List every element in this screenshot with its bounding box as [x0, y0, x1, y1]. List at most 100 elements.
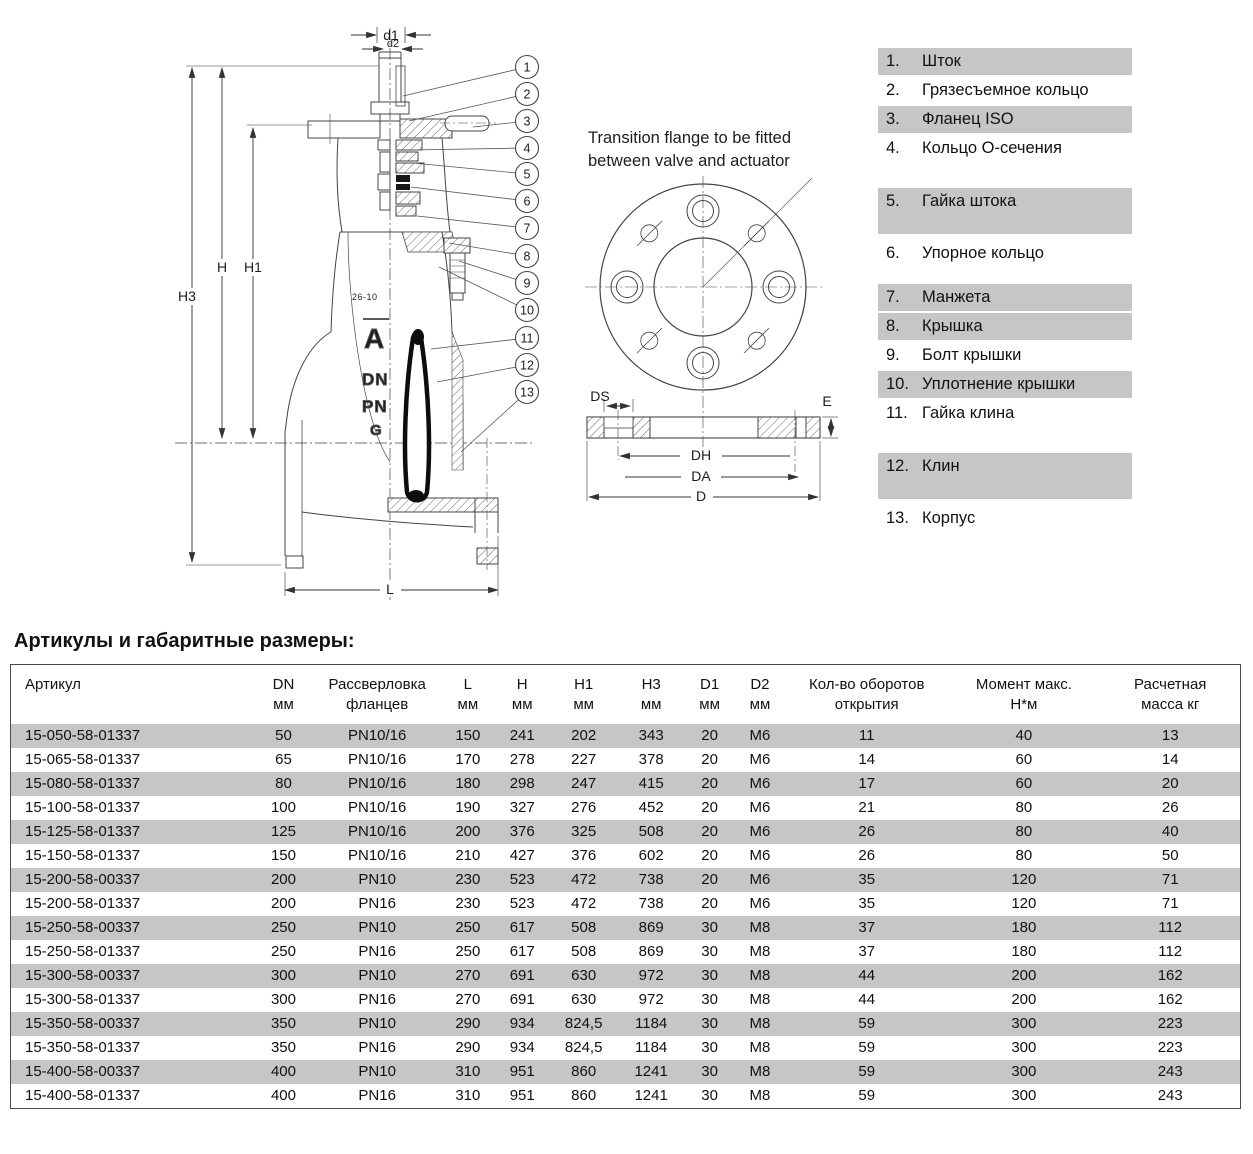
- callout-number: 5: [524, 168, 531, 182]
- cell-d1: 20: [701, 871, 718, 888]
- cell-d1: 30: [701, 943, 718, 960]
- cell-mass: 112: [1158, 919, 1183, 936]
- parts-list-item: 12. Клин: [878, 453, 1132, 499]
- table-row: 15-200-58-01337 200 PN16 230 523 472 738…: [11, 892, 1241, 916]
- cell-h: 934: [509, 1039, 535, 1056]
- callout-number: 1: [524, 61, 531, 75]
- cell-mass: 71: [1161, 895, 1179, 912]
- cell-d2: M8: [749, 1039, 771, 1056]
- technical-drawing: 26-10 A DN PN G: [175, 27, 838, 600]
- cell-h3: 738: [638, 871, 664, 888]
- cell-torque: 300: [1011, 1063, 1037, 1080]
- transition-note-line2: between valve and actuator: [588, 152, 790, 170]
- flange-dimensions: [586, 399, 838, 504]
- cell-l: 310: [455, 1063, 481, 1080]
- cell-h1: 630: [571, 967, 597, 984]
- cell-torque: 180: [1011, 919, 1037, 936]
- cell-mass: 243: [1157, 1063, 1183, 1080]
- cell-mass: 71: [1161, 871, 1179, 888]
- cell-h3: 1184: [635, 1015, 668, 1032]
- col-header-l: L: [463, 676, 472, 693]
- cell-dn: 50: [275, 727, 292, 744]
- callout-number: 11: [521, 332, 534, 346]
- cell-h1: 824,5: [564, 1039, 603, 1056]
- cell-turns: 59: [858, 1063, 876, 1080]
- cell-torque: 80: [1015, 799, 1033, 816]
- table-row: 15-300-58-01337 300 PN16 270 691 630 972…: [11, 988, 1241, 1012]
- table-row: 15-080-58-01337 80 PN10/16 180 298 247 4…: [10, 772, 1241, 796]
- parts-list-item: 4. Кольцо О-сечения: [878, 135, 1132, 162]
- cell-h1: 630: [571, 991, 597, 1008]
- cell-l: 290: [455, 1015, 481, 1032]
- valve-section-view: [175, 28, 532, 600]
- cell-h: 617: [509, 943, 535, 960]
- cell-turns: 35: [858, 895, 876, 912]
- col-header-h3: H3: [641, 676, 661, 693]
- parts-list-item: 13. Корпус: [878, 505, 1132, 532]
- callout-numbers: 1 2 3 4 5 6 7 8 9 10 11 12 13: [520, 61, 534, 400]
- cell-l: 250: [455, 943, 481, 960]
- cell-d2: M6: [749, 727, 771, 744]
- cell-l: 230: [455, 871, 481, 888]
- cell-d1: 30: [701, 1063, 718, 1080]
- cell-drilling: PN10/16: [347, 727, 407, 744]
- cell-dn: 350: [270, 1039, 296, 1056]
- cell-l: 290: [455, 1039, 481, 1056]
- cell-dn: 200: [270, 871, 296, 888]
- cell-d1: 20: [701, 775, 718, 792]
- col-subheader: мм: [640, 696, 662, 713]
- part-number: 7.: [886, 288, 900, 306]
- col-subheader: мм: [749, 696, 771, 713]
- dim-label-da: DA: [691, 468, 711, 484]
- cell-l: 250: [455, 919, 481, 936]
- part-label: Корпус: [922, 509, 976, 527]
- dimensions-table: Артикул DN Рассверловка L H H1 H3 D1 D2 …: [10, 664, 1241, 1109]
- cell-l: 310: [455, 1087, 481, 1104]
- cell-h1: 376: [571, 847, 597, 864]
- cell-dn: 300: [270, 967, 296, 984]
- parts-list-item: 3. Фланец ISO: [878, 106, 1132, 133]
- part-number: 10.: [886, 375, 909, 393]
- dim-label-l: L: [386, 581, 394, 597]
- cell-articul: 15-400-58-01337: [25, 1087, 141, 1104]
- table-row: 15-400-58-00337 400 PN10 310 951 860 124…: [10, 1060, 1241, 1084]
- transition-note-line1: Transition flange to be fitted: [588, 129, 791, 147]
- col-header-articul: Артикул: [25, 676, 81, 693]
- pn-mark: PN: [362, 397, 388, 416]
- cell-articul: 15-150-58-01337: [25, 847, 141, 864]
- cell-h1: 860: [571, 1063, 597, 1080]
- cell-mass: 223: [1157, 1039, 1183, 1056]
- cell-articul: 15-300-58-00337: [25, 967, 141, 984]
- cell-l: 270: [455, 967, 481, 984]
- callout-number: 3: [524, 115, 531, 129]
- cell-articul: 15-250-58-01337: [25, 943, 141, 960]
- cell-d2: M8: [749, 1015, 771, 1032]
- cell-h1: 325: [571, 823, 597, 840]
- part-label: Болт крышки: [922, 346, 1022, 364]
- cell-h1: 276: [571, 799, 597, 816]
- cell-drilling: PN16: [358, 1039, 396, 1056]
- cell-h3: 869: [638, 943, 664, 960]
- flange-large-holes: [610, 194, 796, 380]
- part-number: 8.: [886, 317, 900, 335]
- cell-drilling: PN10/16: [347, 775, 407, 792]
- table-row: 15-200-58-00337 200 PN10 230 523 472 738…: [10, 868, 1241, 892]
- cell-drilling: PN10/16: [347, 799, 407, 816]
- cell-dn: 250: [270, 919, 296, 936]
- table-row: 15-150-58-01337 150 PN10/16 210 427 376 …: [11, 844, 1241, 868]
- cell-drilling: PN10: [358, 1063, 396, 1080]
- cell-h: 951: [509, 1087, 535, 1104]
- cell-drilling: PN16: [358, 943, 396, 960]
- cell-d2: M8: [749, 919, 771, 936]
- cell-turns: 59: [858, 1015, 876, 1032]
- part-number: 11.: [886, 404, 908, 422]
- cell-articul: 15-065-58-01337: [25, 751, 141, 768]
- cell-h3: 972: [638, 991, 664, 1008]
- cell-d2: M6: [749, 799, 771, 816]
- cell-d1: 30: [701, 1039, 718, 1056]
- cell-d1: 20: [701, 799, 718, 816]
- cell-drilling: PN10/16: [347, 823, 407, 840]
- cell-l: 180: [455, 775, 481, 792]
- cell-h: 523: [509, 871, 535, 888]
- dim-label-h3: H3: [178, 288, 196, 304]
